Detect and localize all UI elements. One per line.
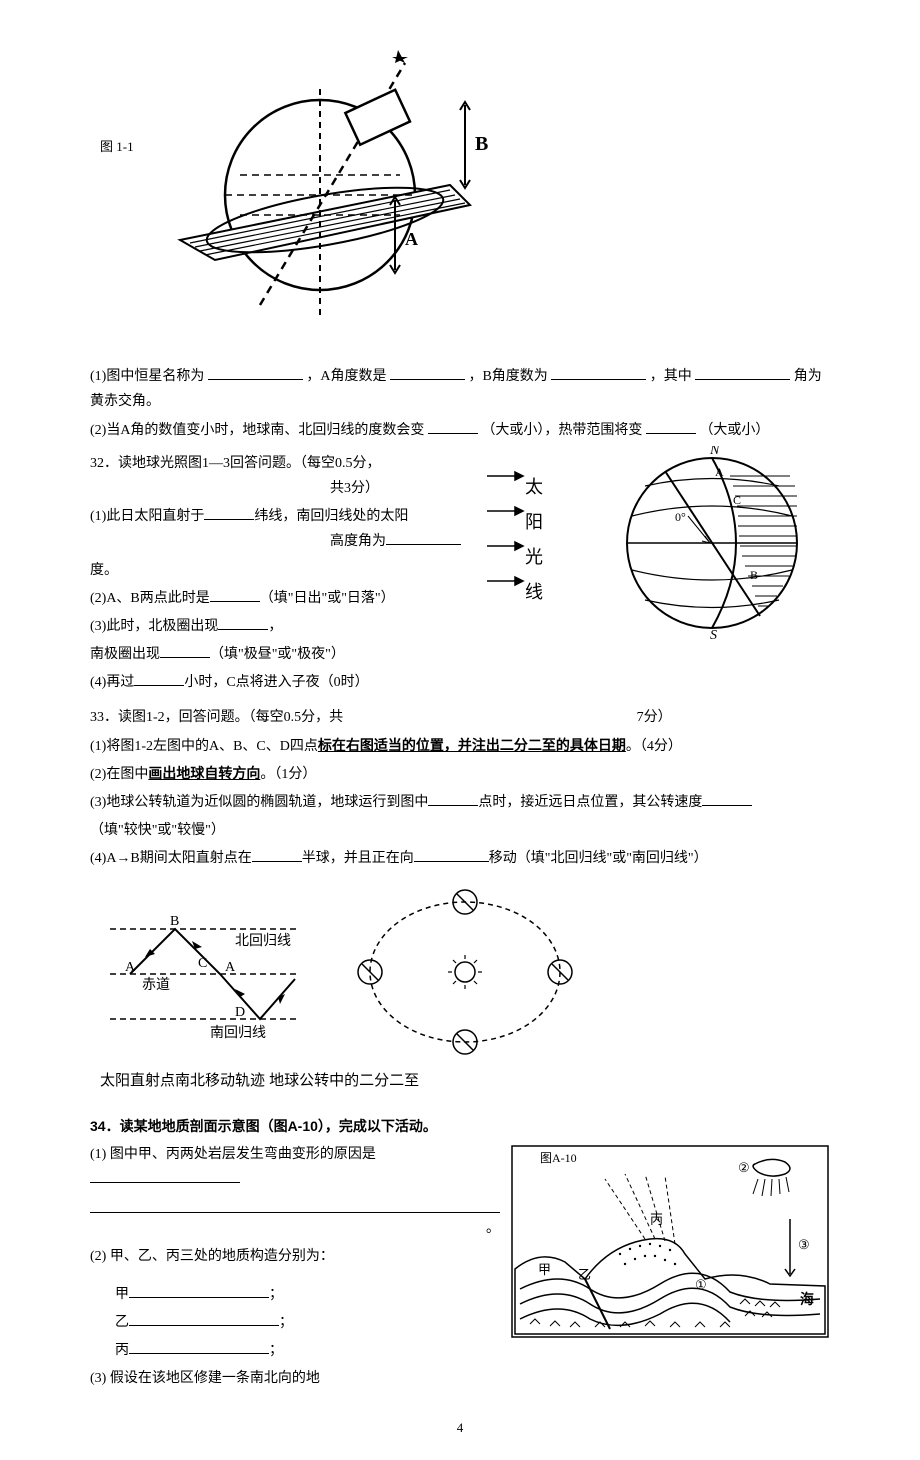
blank[interactable] bbox=[414, 848, 489, 862]
label-c: C bbox=[198, 956, 207, 971]
q34-2a: 甲； bbox=[115, 1282, 510, 1307]
earth-axis-diagram: A B bbox=[170, 45, 500, 335]
q34-2: (2) 甲、乙、丙三处的地质构造分别为： bbox=[90, 1244, 510, 1269]
q34-3: (3) 假设在该地区修建一条南北向的地 bbox=[90, 1366, 510, 1391]
blank[interactable] bbox=[129, 1284, 269, 1298]
globe-diagram: N S A B C 0° bbox=[615, 446, 810, 641]
blank[interactable] bbox=[702, 792, 752, 806]
q33-3c: （填"较快"或"较慢"） bbox=[90, 818, 830, 843]
label-s: S bbox=[710, 628, 717, 641]
blank[interactable] bbox=[160, 644, 210, 658]
q33-3: (3)地球公转轨道为近似圆的椭圆轨道，地球运行到图中点时，接近远日点位置，其公转… bbox=[90, 790, 830, 815]
label-n3: ③ bbox=[798, 1237, 810, 1252]
blank[interactable] bbox=[210, 588, 260, 602]
arrows-icon bbox=[485, 466, 525, 616]
q34-2c: 丙； bbox=[115, 1338, 510, 1363]
text: ，A角度数是 bbox=[306, 369, 386, 384]
q32-container: 太 阳 光 线 N S A B C 0° bbox=[90, 451, 830, 696]
label-sea: 海 bbox=[800, 1291, 814, 1308]
blank[interactable] bbox=[695, 366, 790, 380]
q32-1: (1)此日太阳直射于纬线，南回归线处的太阳 高度角为 bbox=[90, 504, 480, 554]
label-a: A bbox=[715, 465, 724, 479]
figure-1-1-container: 图 1-1 A B bbox=[90, 45, 830, 344]
sun-char-2: 阳 bbox=[525, 506, 546, 538]
q32-1d: 度。 bbox=[90, 558, 480, 583]
blank[interactable] bbox=[386, 531, 461, 545]
sun-char-4: 线 bbox=[525, 576, 546, 608]
q34-head: 34．读某地地质剖面示意图（图A-10），完成以下活动。 bbox=[90, 1114, 830, 1139]
q33-2: (2)在图中画出地球自转方向。（1分） bbox=[90, 762, 830, 787]
blank[interactable] bbox=[134, 672, 184, 686]
label-d: D bbox=[235, 1005, 245, 1020]
label-c: C bbox=[733, 493, 741, 507]
blank[interactable] bbox=[252, 848, 302, 862]
label-a1: A bbox=[125, 960, 136, 975]
equator: 赤道 bbox=[142, 977, 170, 993]
blank[interactable] bbox=[551, 366, 646, 380]
page-number: 4 bbox=[90, 1416, 830, 1439]
q32-2: (2)A、B两点此时是（填"日出"或"日落"） bbox=[90, 586, 480, 611]
label-a2: A bbox=[225, 960, 236, 975]
label-a: A bbox=[405, 229, 418, 249]
text: (1)图中恒星名称为 bbox=[90, 369, 204, 384]
q34-container: 34．读某地地质剖面示意图（图A-10），完成以下活动。 图A-10 ② ③ 甲… bbox=[90, 1114, 830, 1392]
orbit-diagram bbox=[350, 887, 580, 1057]
q32-head: 32．读地球光照图1—3回答问题。（每空0.5分， 共3分） bbox=[90, 451, 480, 501]
label-bing: 丙 bbox=[650, 1212, 663, 1227]
fig-a10-label: 图A-10 bbox=[540, 1151, 577, 1165]
sun-char-3: 光 bbox=[525, 541, 546, 573]
q32-4: (4)再过小时，C点将进入子夜（0时） bbox=[90, 670, 480, 695]
q32-3: (3)此时，北极圈出现， bbox=[90, 614, 480, 639]
sun-char-1: 太 bbox=[525, 471, 546, 503]
south-tropic: 南回归线 bbox=[210, 1024, 266, 1041]
label-n: N bbox=[709, 446, 720, 458]
blank[interactable] bbox=[428, 792, 478, 806]
label-b: B bbox=[475, 133, 488, 155]
blank[interactable] bbox=[90, 1169, 240, 1183]
q33-4: (4)A→B期间太阳直射点在半球，并且正在向移动（填"北回归线"或"南回归线"） bbox=[90, 846, 830, 871]
text: ，B角度数为 bbox=[468, 369, 547, 384]
text: （大或小） bbox=[699, 423, 769, 438]
blank[interactable] bbox=[218, 616, 268, 630]
tropic-trajectory-diagram: A B C A D 北回归线 赤道 南回归线 bbox=[100, 899, 310, 1044]
blank[interactable] bbox=[208, 366, 303, 380]
q34-2b: 乙； bbox=[115, 1310, 510, 1335]
blank[interactable] bbox=[646, 420, 696, 434]
text: （大或小），热带范围将变 bbox=[481, 423, 642, 438]
north-tropic: 北回归线 bbox=[235, 932, 291, 949]
blank[interactable] bbox=[129, 1340, 269, 1354]
q33-figures: A B C A D 北回归线 赤道 南回归线 bbox=[100, 887, 830, 1057]
q32-3b: 南极圈出现（填"极昼"或"极夜"） bbox=[90, 642, 480, 667]
q31-1: (1)图中恒星名称为 ，A角度数是 ，B角度数为 ，其中 角为黄赤交角。 bbox=[90, 364, 830, 414]
figure-1-1-label: 图 1-1 bbox=[100, 135, 134, 158]
label-n1: ① bbox=[695, 1277, 707, 1292]
q33-1: (1)将图1-2左图中的A、B、C、D四点标在右图适当的位置，并注出二分二至的具… bbox=[90, 734, 830, 759]
text: ，其中 bbox=[650, 369, 692, 384]
blank[interactable] bbox=[390, 366, 465, 380]
blank[interactable] bbox=[129, 1312, 279, 1326]
q31-2: (2)当A角的数值变小时，地球南、北回归线的度数会变 （大或小），热带范围将变 … bbox=[90, 418, 830, 443]
blank[interactable] bbox=[90, 1195, 500, 1213]
label-b: B bbox=[750, 568, 758, 582]
blank[interactable] bbox=[204, 506, 254, 520]
q34-1: (1) 图中甲、丙两处岩层发生弯曲变形的原因是 bbox=[90, 1142, 510, 1192]
text: (2)当A角的数值变小时，地球南、北回归线的度数会变 bbox=[90, 423, 424, 438]
caption-33: 太阳直射点南北移动轨迹 地球公转中的二分二至 bbox=[100, 1067, 830, 1094]
label-yi: 乙 bbox=[578, 1267, 591, 1282]
q33-head: 33．读图1-2，回答问题。（每空0.5分，共 7分） bbox=[90, 705, 830, 730]
geology-diagram: 图A-10 ② ③ 甲 乙 丙 ① 海 bbox=[510, 1144, 830, 1339]
blank[interactable] bbox=[428, 420, 478, 434]
label-jia: 甲 bbox=[538, 1262, 551, 1277]
label-n2: ② bbox=[738, 1160, 750, 1175]
label-b: B bbox=[170, 914, 179, 929]
label-zero: 0° bbox=[675, 510, 686, 524]
